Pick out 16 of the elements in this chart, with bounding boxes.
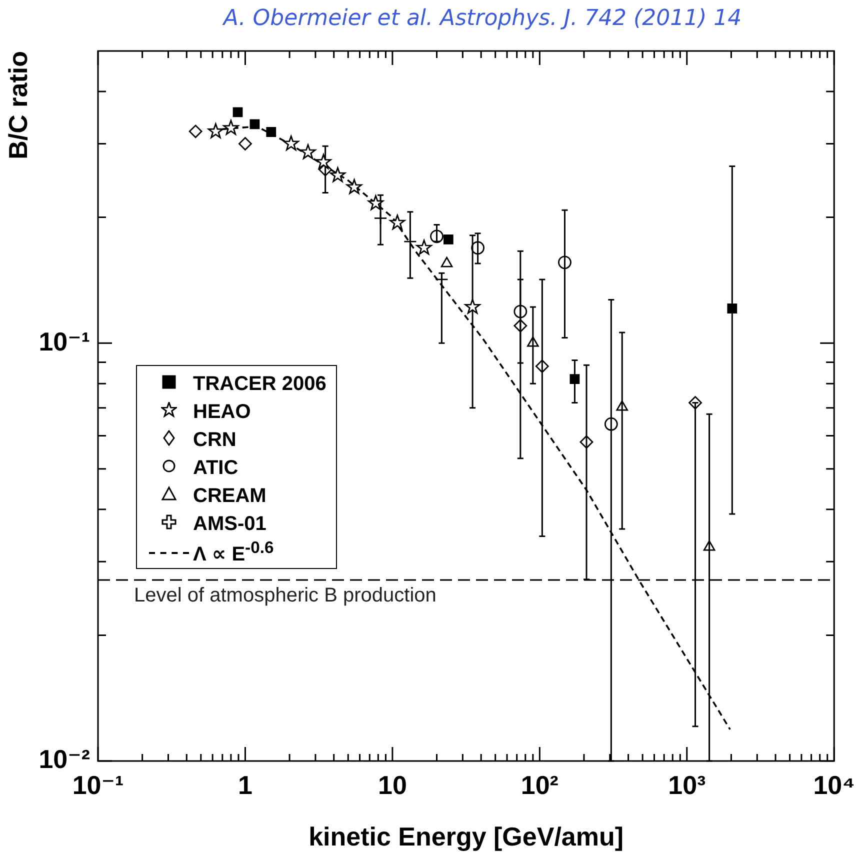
legend-label: HEAO [193,400,251,424]
x-tick-label: 10⁴ [813,770,855,800]
x-axis-title: kinetic Energy [GeV/amu] [308,822,624,852]
legend-label: CRN [193,428,236,452]
x-tick-label: 10² [520,770,559,800]
legend-label: ATIC [193,456,238,480]
legend-label: CREAM [193,484,266,508]
x-tick-label: 1 [238,770,252,800]
legend-label: Λ ∝ E$^{-0.6}$ [193,538,274,566]
x-tick-label: 10 [378,770,407,800]
legend-label: TRACER 2006 [193,372,326,396]
legend-label: AMS-01 [193,512,266,536]
ref-line-label: Level of atmospheric B production [134,584,436,607]
chart-title: A. Obermeier et al. Astrophys. J. 742 (2011) 14 [221,6,743,31]
y-axis-title: B/C ratio [2,51,33,160]
x-tick-label: 10³ [668,770,706,800]
